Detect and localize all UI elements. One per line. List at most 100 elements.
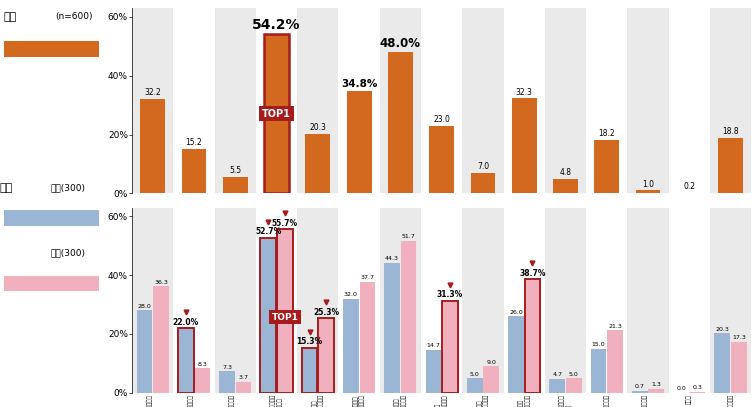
Text: 全体: 全体 bbox=[4, 12, 17, 22]
Text: 20.3: 20.3 bbox=[716, 326, 729, 332]
Text: 28.0: 28.0 bbox=[137, 304, 152, 309]
Bar bbox=[401, 241, 417, 393]
Bar bbox=[195, 368, 210, 393]
FancyBboxPatch shape bbox=[4, 276, 99, 291]
Text: 36.3: 36.3 bbox=[154, 280, 168, 284]
Bar bbox=[590, 349, 606, 393]
Bar bbox=[714, 333, 730, 393]
Text: 1.0: 1.0 bbox=[642, 179, 654, 188]
Bar bbox=[649, 389, 664, 393]
Bar bbox=[256, 208, 297, 393]
Bar bbox=[214, 208, 256, 393]
Bar bbox=[338, 8, 380, 193]
Text: 20.3: 20.3 bbox=[310, 123, 326, 132]
Text: 15.2: 15.2 bbox=[186, 138, 202, 147]
Text: 女性(300): 女性(300) bbox=[50, 248, 85, 257]
Text: 15.3%: 15.3% bbox=[297, 337, 322, 346]
Text: 0.0: 0.0 bbox=[676, 386, 686, 391]
Bar bbox=[483, 366, 499, 393]
Bar bbox=[421, 8, 462, 193]
Bar bbox=[462, 8, 504, 193]
Text: 男性(300): 男性(300) bbox=[50, 183, 85, 192]
Bar bbox=[508, 316, 524, 393]
Text: 38.7%: 38.7% bbox=[519, 269, 546, 278]
Text: 22.0%: 22.0% bbox=[173, 317, 199, 326]
Bar bbox=[545, 208, 586, 393]
Bar bbox=[462, 208, 504, 393]
Bar bbox=[264, 34, 289, 193]
Bar bbox=[347, 91, 371, 193]
Bar bbox=[277, 229, 293, 393]
Text: 8.3: 8.3 bbox=[197, 362, 207, 367]
Bar bbox=[297, 208, 338, 393]
Text: 7.3: 7.3 bbox=[222, 365, 232, 370]
Bar bbox=[426, 350, 441, 393]
Text: 37.7: 37.7 bbox=[360, 276, 374, 280]
Text: 4.8: 4.8 bbox=[559, 168, 572, 177]
Text: 15.0: 15.0 bbox=[592, 342, 606, 347]
Bar bbox=[380, 208, 421, 393]
Bar bbox=[504, 8, 545, 193]
Bar bbox=[710, 8, 751, 193]
Bar bbox=[178, 328, 193, 393]
Bar bbox=[256, 8, 297, 193]
Bar bbox=[319, 318, 334, 393]
Bar bbox=[430, 126, 454, 193]
Text: 32.0: 32.0 bbox=[344, 292, 358, 297]
Text: 21.3: 21.3 bbox=[608, 324, 622, 329]
Text: (n=600): (n=600) bbox=[56, 12, 93, 21]
Bar bbox=[467, 378, 482, 393]
Bar bbox=[302, 348, 317, 393]
Bar bbox=[306, 133, 330, 193]
Bar bbox=[137, 311, 153, 393]
Bar bbox=[297, 8, 338, 193]
Bar bbox=[359, 282, 375, 393]
Bar bbox=[388, 52, 413, 193]
Bar bbox=[380, 8, 421, 193]
Text: 14.7: 14.7 bbox=[427, 343, 440, 348]
Bar bbox=[260, 238, 276, 393]
Text: 26.0: 26.0 bbox=[509, 310, 523, 315]
Text: 4.7: 4.7 bbox=[552, 372, 562, 377]
Bar bbox=[343, 299, 359, 393]
Bar bbox=[132, 208, 174, 393]
Text: 34.8%: 34.8% bbox=[341, 79, 378, 89]
Bar bbox=[384, 263, 400, 393]
Bar bbox=[525, 279, 541, 393]
Bar bbox=[690, 392, 705, 393]
Bar bbox=[182, 149, 206, 193]
Bar bbox=[525, 279, 541, 393]
Text: 54.2%: 54.2% bbox=[252, 18, 300, 32]
Bar bbox=[302, 348, 317, 393]
Text: 31.3%: 31.3% bbox=[437, 290, 463, 299]
Bar bbox=[260, 238, 276, 393]
Bar bbox=[153, 286, 169, 393]
Bar bbox=[669, 208, 710, 393]
Text: 25.3%: 25.3% bbox=[313, 308, 339, 317]
Text: 7.0: 7.0 bbox=[477, 162, 489, 171]
Bar bbox=[264, 34, 289, 193]
Bar bbox=[553, 179, 578, 193]
Bar bbox=[236, 382, 251, 393]
Text: 0.7: 0.7 bbox=[635, 384, 645, 389]
Bar bbox=[504, 208, 545, 393]
Bar bbox=[442, 301, 458, 393]
Text: 18.8: 18.8 bbox=[723, 127, 739, 136]
Bar bbox=[140, 98, 165, 193]
Bar bbox=[214, 8, 256, 193]
Bar bbox=[132, 8, 174, 193]
Text: TOP1: TOP1 bbox=[271, 313, 298, 322]
Text: 3.7: 3.7 bbox=[239, 375, 248, 381]
FancyBboxPatch shape bbox=[4, 41, 99, 57]
Bar bbox=[174, 8, 214, 193]
Text: 51.7: 51.7 bbox=[402, 234, 415, 239]
Bar bbox=[632, 391, 648, 393]
Text: 48.0%: 48.0% bbox=[380, 37, 421, 50]
Text: 5.5: 5.5 bbox=[230, 166, 242, 175]
Text: 5.0: 5.0 bbox=[470, 372, 479, 376]
FancyBboxPatch shape bbox=[4, 210, 99, 226]
Text: 52.7%: 52.7% bbox=[255, 228, 282, 236]
Bar bbox=[718, 138, 743, 193]
Bar bbox=[669, 8, 710, 193]
Bar bbox=[277, 229, 293, 393]
